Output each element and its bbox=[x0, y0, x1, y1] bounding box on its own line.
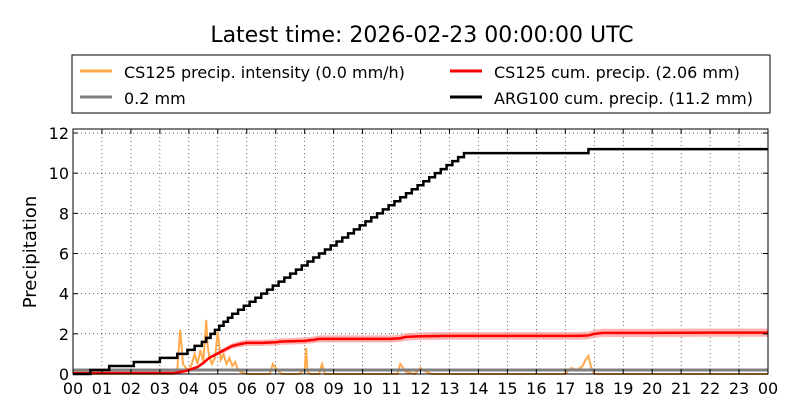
x-tick-label: 04 bbox=[179, 379, 199, 398]
x-tick-label: 02 bbox=[121, 379, 141, 398]
x-tick-label: 07 bbox=[266, 379, 286, 398]
x-tick-label: 10 bbox=[352, 379, 372, 398]
x-tick-label: 03 bbox=[150, 379, 170, 398]
series-cs125-cum bbox=[73, 331, 768, 375]
x-tick-label: 06 bbox=[237, 379, 257, 398]
x-tick-label: 12 bbox=[410, 379, 430, 398]
legend-frame bbox=[71, 54, 771, 114]
x-tick-label: 15 bbox=[497, 379, 517, 398]
y-tick-label: 0 bbox=[59, 365, 69, 384]
legend-label-cs125-intensity: CS125 precip. intensity (0.0 mm/h) bbox=[124, 63, 405, 82]
y-tick-label: 6 bbox=[59, 245, 69, 264]
axes-ticks: 00 01 02 03 04 05 06 07 08 09 10 11 12 13 14 15 16 17 18 19… bbox=[49, 124, 779, 398]
x-tick-label: 16 bbox=[526, 379, 546, 398]
y-tick-label: 10 bbox=[49, 164, 69, 183]
y-axis-label: Precipitation bbox=[20, 196, 41, 309]
x-tick-label: 23 bbox=[729, 379, 749, 398]
y-tick-label: 8 bbox=[59, 204, 69, 223]
x-tick-label: 17 bbox=[555, 379, 575, 398]
y-tick-label: 4 bbox=[59, 285, 69, 304]
x-tick-label: 21 bbox=[671, 379, 691, 398]
x-tick-label: 14 bbox=[468, 379, 488, 398]
x-tick-label: 00 bbox=[758, 379, 778, 398]
x-tick-label: 08 bbox=[294, 379, 314, 398]
x-tick-label: 22 bbox=[700, 379, 720, 398]
x-tick-label: 01 bbox=[92, 379, 112, 398]
x-tick-label: 20 bbox=[642, 379, 662, 398]
x-tick-label: 19 bbox=[613, 379, 633, 398]
y-tick-label: 12 bbox=[49, 124, 69, 143]
chart-title: Latest time: 2026-02-23 00:00:00 UTC bbox=[210, 23, 633, 48]
x-tick-label: 11 bbox=[381, 379, 401, 398]
x-tick-label: 18 bbox=[584, 379, 604, 398]
legend-label-threshold: 0.2 mm bbox=[124, 89, 186, 108]
x-tick-label: 05 bbox=[208, 379, 228, 398]
x-tick-label: 09 bbox=[323, 379, 343, 398]
legend-label-arg100: ARG100 cum. precip. (11.2 mm) bbox=[494, 89, 753, 108]
legend-label-cs125-cum: CS125 cum. precip. (2.06 mm) bbox=[494, 63, 740, 82]
y-tick-label: 2 bbox=[59, 325, 69, 344]
series-arg100 bbox=[73, 147, 768, 376]
x-tick-label: 00 bbox=[63, 379, 83, 398]
legend: CS125 precip. intensity (0.0 mm/h) CS125… bbox=[71, 54, 771, 114]
x-tick-label: 13 bbox=[439, 379, 459, 398]
